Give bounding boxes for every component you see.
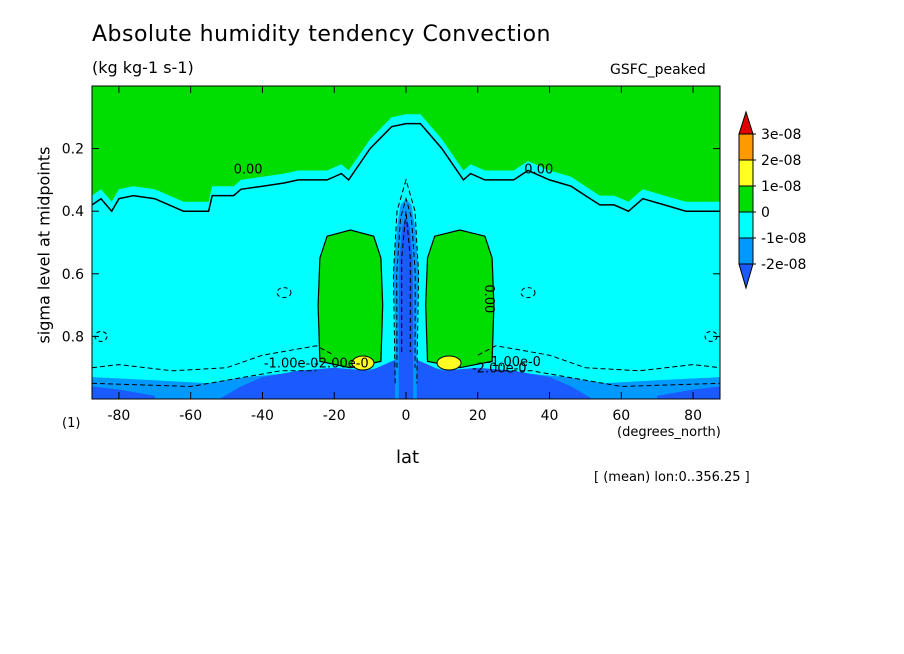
contour-negative-line — [401, 211, 411, 353]
y-tick-label: 0.6 — [62, 267, 84, 283]
contour-negative-line — [396, 196, 416, 368]
contour-negative-line — [392, 178, 420, 384]
contour-negative-line — [477, 345, 721, 372]
region-positive-peak-north — [436, 355, 462, 371]
contour-negative-line — [91, 345, 335, 372]
x-axis-label: lat — [396, 447, 420, 468]
contour-zero-line — [91, 122, 720, 213]
region-positive-cell-south — [317, 229, 384, 369]
x-tick-label: -60 — [179, 408, 202, 424]
contour-negative-line — [495, 370, 721, 388]
contour-label: -1.00e-0 — [486, 355, 541, 370]
chart-title: Absolute humidity tendency Convection — [92, 22, 552, 47]
region-negative-strong-south-pole — [92, 386, 155, 399]
contour-negative-line — [91, 370, 317, 388]
contour-label: 0.00 — [481, 284, 496, 313]
chart-units: (kg kg-1 s-1) — [92, 58, 194, 77]
colorbar-segment — [738, 159, 754, 187]
chart-source: GSFC_peaked — [610, 62, 706, 78]
x-tick-label: -80 — [107, 408, 130, 424]
colorbar-segment — [738, 211, 754, 239]
region-negative-strong-north-pole — [657, 386, 720, 399]
colorbar-segment — [738, 237, 754, 265]
colorbar-segment — [738, 133, 754, 161]
region-positive-upper — [92, 86, 720, 202]
x-axis-units: (degrees_north) — [617, 425, 721, 440]
contour-negative-loop — [520, 287, 536, 299]
colorbar-segment — [738, 185, 754, 213]
contour-label: 0.00 — [524, 163, 553, 178]
y-tick-label: 0.2 — [62, 142, 84, 158]
colorbar-label: 2e-08 — [761, 153, 801, 169]
colorbar-label: 0 — [761, 205, 770, 221]
colorbar-label: 3e-08 — [761, 127, 801, 143]
colorbar-min-arrow — [738, 263, 754, 290]
x-tick-label: -20 — [323, 408, 346, 424]
averaging-note: [ (mean) lon:0..356.25 ] — [594, 470, 750, 485]
region-positive-peak-south — [351, 355, 375, 371]
region-negative-core-strong — [398, 217, 414, 399]
colorbar-label: -1e-08 — [761, 231, 806, 247]
y-tick-label: 0.8 — [62, 329, 84, 345]
y-tick-label: 0.4 — [62, 204, 84, 220]
x-tick-label: 20 — [469, 408, 487, 424]
x-tick-label: 80 — [684, 408, 702, 424]
x-tick-label: 0 — [402, 408, 411, 424]
x-tick-label: -40 — [251, 408, 274, 424]
contour-label: 0.00 — [234, 163, 263, 178]
contour-label: -1.00e-0 — [264, 357, 319, 372]
x-tick-label: 40 — [541, 408, 559, 424]
colorbar-max-arrow — [738, 110, 754, 135]
colorbar-label: 1e-08 — [761, 179, 801, 195]
contour-label: -2.00e-0 — [314, 357, 369, 372]
x-tick-label: 60 — [612, 408, 630, 424]
contour-label: -2.00e-0 — [472, 361, 527, 376]
region-positive-cell-north — [425, 229, 495, 369]
contour-negative-loop — [276, 287, 292, 299]
y-axis-units: (1) — [62, 416, 81, 431]
colorbar-label: -2e-08 — [761, 257, 806, 273]
